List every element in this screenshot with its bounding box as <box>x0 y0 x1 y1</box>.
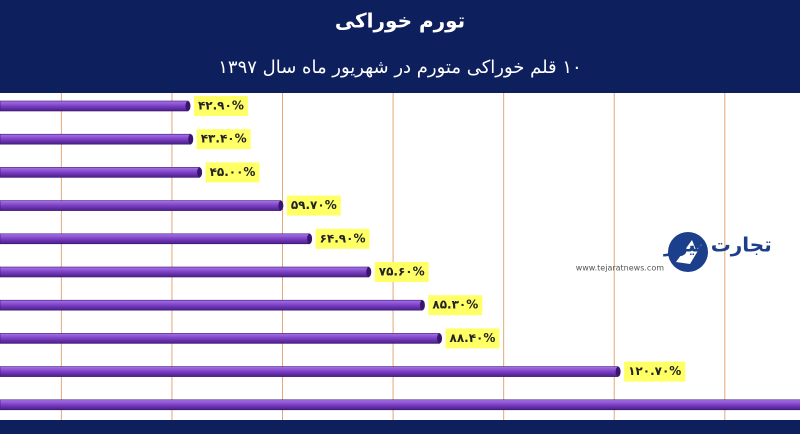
value-label-box <box>624 361 686 382</box>
value-label-box <box>445 328 500 349</box>
bar-end <box>366 267 372 277</box>
bar <box>0 299 423 311</box>
bar <box>0 366 619 377</box>
value-label-box <box>196 129 251 150</box>
value-label-group: ۶۴.۹۰% <box>315 228 370 249</box>
logo: تجارت نیوز www.tejaratnews.com <box>576 232 772 273</box>
value-label-group: ۴۵.۰۰% <box>205 162 260 183</box>
bar <box>0 266 370 278</box>
value-label: ۸۵.۳۰% <box>432 298 478 312</box>
value-label-group: ۵۹.۷۰% <box>286 195 341 216</box>
bar <box>0 399 800 411</box>
value-label-box <box>286 195 341 216</box>
value-label-group: ۴۳.۴۰% <box>196 129 251 150</box>
bar-end <box>278 200 284 211</box>
value-label-group: ۸۵.۳۰% <box>428 295 483 316</box>
logo-url: www.tejaratnews.com <box>576 264 664 273</box>
value-label: ۴۵.۰۰% <box>210 165 256 179</box>
bar-end <box>307 233 313 244</box>
value-label: ۵۹.۷۰% <box>291 198 337 212</box>
footer <box>0 420 800 434</box>
value-label: ۴۲.۹۰% <box>198 99 244 113</box>
value-label: ۶۴.۹۰% <box>320 231 366 245</box>
bar <box>0 133 192 145</box>
value-label: ۴۳.۴۰% <box>201 132 247 146</box>
bar-end <box>437 333 443 344</box>
value-label-group: ۱۲۰.۷۰% <box>624 361 686 382</box>
bar-end <box>197 167 203 178</box>
bar-end <box>185 101 191 111</box>
chart-title: تورم خوراکی <box>335 9 465 33</box>
bar <box>0 200 282 211</box>
logo-name: تجارت نیوز <box>663 233 772 257</box>
value-label-box <box>428 295 483 316</box>
header <box>0 0 800 93</box>
value-label-box <box>374 262 429 282</box>
bar <box>0 333 440 344</box>
value-label-group: ۴۲.۹۰% <box>193 96 248 116</box>
value-label: ۸۸.۴۰% <box>450 331 496 345</box>
value-label-box <box>315 228 370 249</box>
chart-subtitle: ۱۰ قلم خوراکی متورم در شهریور ماه سال ۱۳… <box>218 57 581 78</box>
value-label: ۱۲۰.۷۰% <box>628 364 681 378</box>
value-label-group: ۸۸.۴۰% <box>445 328 500 349</box>
value-label-box <box>205 162 260 183</box>
bar-end <box>419 300 425 311</box>
bar-end <box>188 134 194 145</box>
value-label: ۷۵.۶۰% <box>379 265 425 279</box>
bar <box>0 167 200 178</box>
bar-end <box>615 366 621 377</box>
bar <box>0 233 310 245</box>
logo-icon-arrow <box>676 240 702 264</box>
value-label-group: ۷۵.۶۰% <box>374 262 429 282</box>
bar <box>0 100 189 112</box>
value-label-box <box>193 96 248 116</box>
